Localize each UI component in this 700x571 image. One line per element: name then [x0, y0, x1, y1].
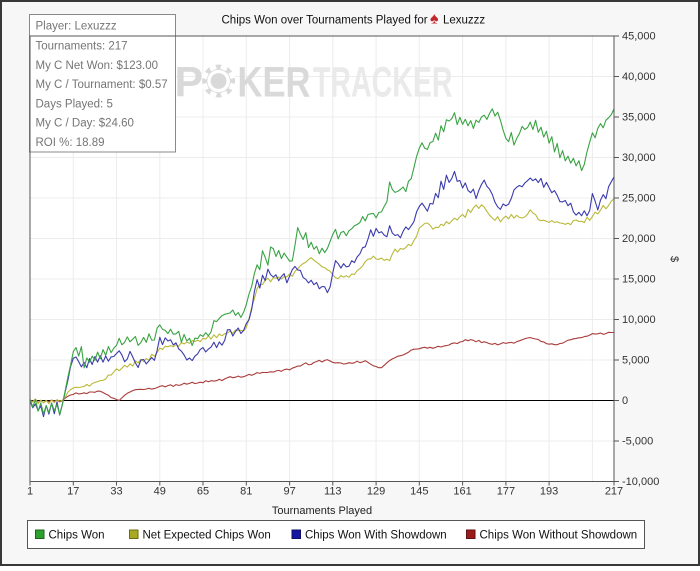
- svg-text:-5,000: -5,000: [622, 436, 653, 448]
- svg-text:45,000: 45,000: [622, 31, 656, 43]
- svg-text:81: 81: [240, 486, 252, 498]
- svg-text:217: 217: [605, 486, 623, 498]
- svg-text:Tournaments Played: Tournaments Played: [272, 505, 372, 517]
- svg-text:10,000: 10,000: [622, 314, 656, 326]
- svg-text:49: 49: [154, 486, 166, 498]
- svg-text:Chips Won: Chips Won: [49, 530, 105, 542]
- svg-text:17: 17: [67, 486, 79, 498]
- svg-text:-10,000: -10,000: [622, 476, 659, 488]
- svg-text:15,000: 15,000: [622, 274, 656, 286]
- svg-text:My C / Tournament: $0.57: My C / Tournament: $0.57: [36, 79, 168, 91]
- svg-text:Chips Won over Tournaments Pla: Chips Won over Tournaments Played for: [222, 15, 428, 27]
- svg-text:25,000: 25,000: [622, 193, 656, 205]
- svg-text:35,000: 35,000: [622, 112, 656, 124]
- svg-text:177: 177: [497, 486, 515, 498]
- svg-text:145: 145: [410, 486, 428, 498]
- svg-text:ROI %: 18.89: ROI %: 18.89: [36, 137, 105, 149]
- svg-text:20,000: 20,000: [622, 233, 656, 245]
- svg-text:KER: KER: [238, 59, 311, 107]
- svg-text:5,000: 5,000: [622, 355, 650, 367]
- svg-text:My C Net Won: $123.00: My C Net Won: $123.00: [36, 60, 159, 72]
- svg-text:P: P: [175, 59, 204, 107]
- svg-text:Net Expected Chips Won: Net Expected Chips Won: [143, 530, 271, 542]
- svg-text:TRACKER: TRACKER: [313, 59, 453, 107]
- svg-text:0: 0: [622, 395, 628, 407]
- svg-text:113: 113: [324, 486, 342, 498]
- svg-text:Lexuzzz: Lexuzzz: [443, 15, 485, 27]
- svg-text:Player: Lexuzzz: Player: Lexuzzz: [36, 20, 117, 32]
- svg-text:♠: ♠: [430, 11, 439, 28]
- svg-text:Days Played: 5: Days Played: 5: [36, 98, 113, 110]
- svg-text:97: 97: [283, 486, 295, 498]
- svg-text:193: 193: [540, 486, 558, 498]
- svg-text:$: $: [668, 256, 680, 262]
- svg-text:33: 33: [110, 486, 122, 498]
- svg-text:Chips Won Without Showdown: Chips Won Without Showdown: [480, 530, 638, 542]
- svg-text:Tournaments: 217: Tournaments: 217: [36, 41, 128, 53]
- svg-text:My C / Day: $24.60: My C / Day: $24.60: [36, 118, 134, 130]
- svg-text:1: 1: [27, 486, 33, 498]
- svg-text:30,000: 30,000: [622, 152, 656, 164]
- svg-text:129: 129: [367, 486, 385, 498]
- svg-text:65: 65: [197, 486, 209, 498]
- svg-text:Chips Won With Showdown: Chips Won With Showdown: [305, 530, 447, 542]
- svg-text:161: 161: [453, 486, 471, 498]
- svg-text:40,000: 40,000: [622, 71, 656, 83]
